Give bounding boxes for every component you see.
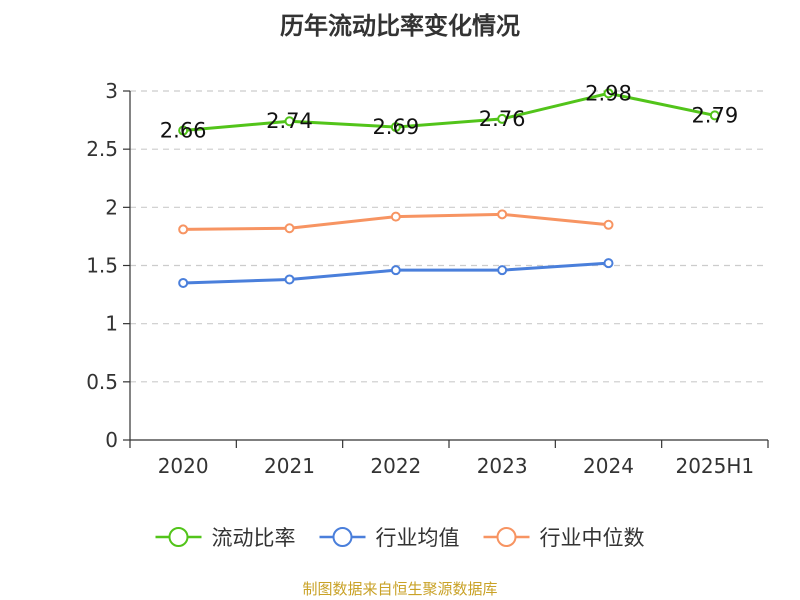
data-label: 2.74: [266, 109, 313, 133]
series-lines: [178, 88, 720, 288]
x-tick-label: 2023: [477, 454, 528, 478]
data-point: [390, 211, 401, 222]
data-point: [497, 209, 508, 220]
y-tick-label: 0.5: [86, 370, 118, 394]
legend-item: 行业均值: [319, 526, 460, 550]
legend-marker-icon: [168, 527, 189, 547]
legend-label: 流动比率: [212, 526, 296, 550]
data-point: [709, 110, 720, 121]
data-label: 2.98: [585, 81, 632, 105]
y-tick-label: 1: [105, 312, 118, 336]
legend-label: 行业均值: [376, 526, 460, 550]
legend-marker-icon: [332, 527, 353, 547]
data-point: [284, 116, 295, 127]
data-point: [603, 219, 614, 230]
source-note: 制图数据来自恒生聚源数据库: [302, 580, 498, 598]
y-tick-label: 2.5: [86, 137, 118, 161]
y-tick-label: 3: [105, 79, 118, 103]
x-tick-label: 2024: [583, 454, 634, 478]
x-tick-label: 2022: [370, 454, 421, 478]
data-label: 2.79: [691, 103, 738, 127]
data-point: [390, 265, 401, 276]
data-point: [178, 277, 189, 288]
data-label: 2.69: [372, 115, 419, 139]
x-tick-label: 2025H1: [675, 454, 754, 478]
data-point: [390, 122, 401, 133]
data-point: [497, 265, 508, 276]
legend-label: 行业中位数: [540, 526, 645, 550]
axes: 0 0.5 1 1.5 2 2.5 3 2020 2021 2022 2023 2024 2025H1: [86, 79, 769, 478]
data-point: [178, 224, 189, 235]
gridlines: [130, 90, 768, 383]
data-labels: 2.66 2.74 2.69 2.76 2.98 2.79: [160, 81, 738, 142]
data-label: 2.76: [479, 107, 526, 131]
legend-marker-icon: [496, 527, 517, 547]
y-tick-label: 2: [105, 195, 118, 219]
y-tick-label: 0: [105, 428, 118, 452]
data-point: [603, 258, 614, 269]
y-tick-label: 1.5: [86, 254, 118, 278]
data-point: [284, 274, 295, 285]
x-tick-label: 2020: [158, 454, 209, 478]
data-label: 2.66: [160, 119, 207, 143]
data-point: [284, 223, 295, 234]
x-tick-label: 2021: [264, 454, 315, 478]
legend-item: 行业中位数: [483, 526, 645, 550]
chart-title: 历年流动比率变化情况: [280, 12, 520, 40]
series-line-0: [183, 91, 716, 133]
legend-item: 流动比率: [155, 526, 296, 550]
data-point: [497, 113, 508, 124]
data-point: [603, 88, 614, 99]
legend: 流动比率 行业均值 行业中位数: [155, 526, 645, 550]
data-point: [178, 125, 189, 136]
